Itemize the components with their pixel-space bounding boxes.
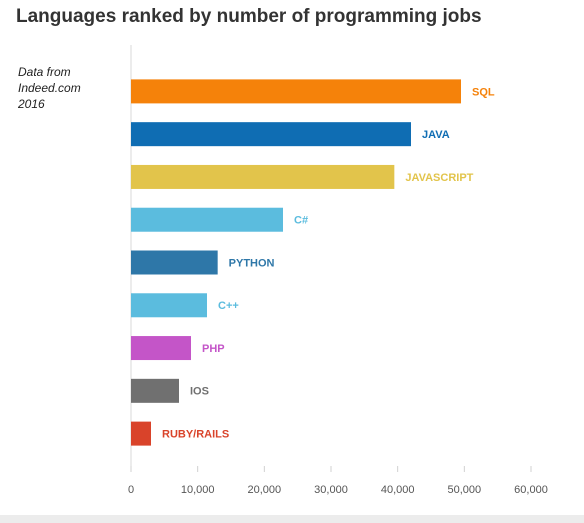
x-tick-label: 20,000 (248, 484, 282, 496)
bar-label: C# (294, 215, 308, 227)
bar (131, 250, 218, 275)
x-tick-label: 30,000 (314, 484, 348, 496)
bar-label: SQL (472, 86, 495, 98)
x-tick-label: 60,000 (514, 484, 548, 496)
bar (131, 293, 207, 318)
bar (131, 207, 283, 232)
x-tick-label: 40,000 (381, 484, 415, 496)
bar-label: PHP (202, 343, 225, 355)
bar (131, 122, 411, 147)
bar (131, 378, 179, 403)
bar (131, 79, 461, 104)
chart-title: Languages ranked by number of programmin… (16, 6, 482, 27)
footer-strip (0, 515, 584, 523)
bar-label: C++ (218, 300, 239, 312)
x-tick-label: 0 (128, 484, 134, 496)
bar (131, 164, 395, 189)
bar-label: PYTHON (229, 257, 275, 269)
x-tick-label: 50,000 (448, 484, 482, 496)
bar-label: JAVA (422, 129, 450, 141)
bar (131, 336, 191, 361)
bar (131, 421, 151, 446)
bar-label: JAVASCRIPT (405, 172, 473, 184)
bar-label: RUBY/RAILS (162, 429, 229, 441)
source-note: Data from Indeed.com 2016 (18, 65, 81, 111)
bar-label: IOS (190, 386, 209, 398)
x-tick-label: 10,000 (181, 484, 215, 496)
